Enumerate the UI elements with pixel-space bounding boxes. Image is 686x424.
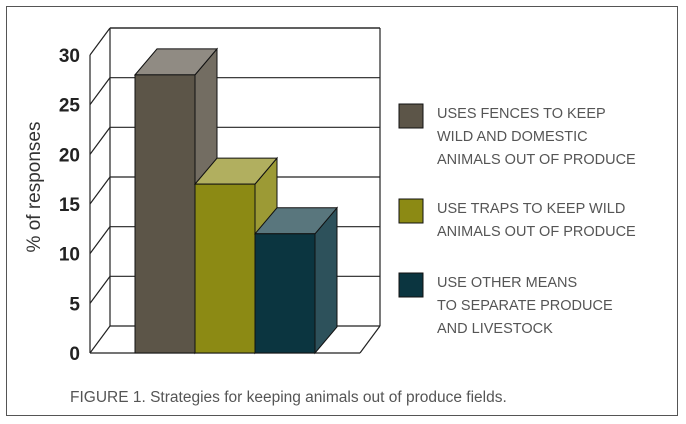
legend-label: ANIMALS OUT OF PRODUCE	[437, 152, 636, 168]
legend-swatch	[398, 198, 424, 224]
bar	[193, 156, 279, 355]
bar	[253, 206, 339, 355]
bars	[133, 47, 339, 355]
legend-label: ANIMALS OUT OF PRODUCE	[437, 224, 636, 240]
y-axis-label: % of responses	[24, 122, 45, 253]
legend-label: USE TRAPS TO KEEP WILD	[437, 201, 625, 217]
legend-swatch	[398, 272, 424, 298]
legend-label: USE OTHER MEANS	[437, 275, 577, 291]
floor-right-edge	[359, 325, 381, 354]
legend-swatch	[398, 103, 424, 129]
bar-front-face	[134, 74, 196, 354]
y-tick-label: 20	[59, 145, 80, 166]
y-axis-ticks: 0 5 10 15 20 25 30	[59, 46, 81, 365]
legend-label: TO SEPARATE PRODUCE	[437, 298, 613, 314]
legend-label: USES FENCES TO KEEP	[437, 106, 606, 122]
gridline-diagonal	[89, 176, 111, 205]
legend-label: WILD AND DOMESTIC	[437, 129, 588, 145]
y-tick-label: 30	[59, 46, 80, 67]
legend-entry: USE TRAPS TO KEEP WILD ANIMALS OUT OF PRO…	[398, 198, 636, 240]
bar-front-face	[254, 233, 316, 354]
gridline-diagonal	[89, 275, 111, 304]
legend: USES FENCES TO KEEP WILD AND DOMESTIC ANIM…	[398, 103, 636, 337]
y-tick-label: 5	[69, 294, 80, 315]
y-tick-label: 25	[59, 96, 81, 117]
y-tick-label: 0	[69, 344, 80, 365]
gridline-diagonal	[89, 226, 111, 255]
gridline-diagonal	[89, 27, 111, 56]
legend-entry: USE OTHER MEANS TO SEPARATE PRODUCE AND LI…	[398, 272, 613, 337]
bar-front-face	[194, 183, 256, 354]
y-tick-label: 15	[59, 195, 81, 216]
gridline-diagonal	[89, 126, 111, 155]
gridline-diagonal	[89, 77, 111, 106]
legend-entry: USES FENCES TO KEEP WILD AND DOMESTIC ANIM…	[398, 103, 636, 168]
figure-caption: FIGURE 1. Strategies for keeping animals…	[70, 389, 507, 406]
y-tick-label: 10	[59, 245, 80, 266]
figure-frame	[6, 6, 678, 416]
legend-label: AND LIVESTOCK	[437, 321, 553, 337]
gridline-diagonal	[89, 325, 111, 354]
